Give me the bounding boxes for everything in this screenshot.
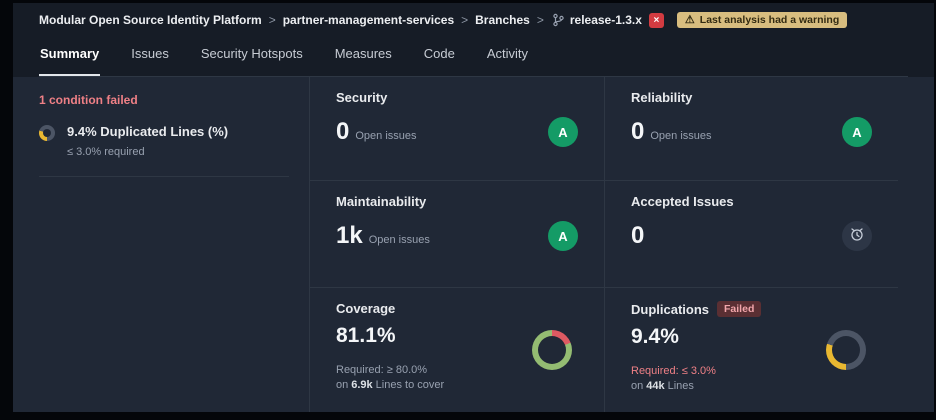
maintainability-open-issues-label: Open issues: [368, 234, 430, 246]
security-rating-badge: A: [548, 117, 578, 147]
failed-condition-item[interactable]: 9.4% Duplicated Lines (%) ≤ 3.0% require…: [39, 123, 289, 177]
duplication-ring-icon: [39, 125, 55, 141]
maintainability-open-issues-count[interactable]: 1k: [336, 222, 363, 249]
breadcrumb-separator: >: [268, 13, 276, 27]
coverage-lines: on 6.9k Lines to cover: [336, 379, 444, 391]
reliability-open-issues-label: Open issues: [650, 130, 712, 142]
measure-cards-grid: Security 0 Open issues A Reliability 0 O…: [309, 77, 898, 412]
reliability-rating-badge: A: [842, 117, 872, 147]
duplications-donut-chart: [826, 330, 866, 370]
accepted-issues-icon-circle: [842, 221, 872, 251]
condition-requirement: ≤ 3.0% required: [67, 146, 145, 158]
duplications-failed-badge: Failed: [717, 301, 762, 317]
quality-gate-failed-badge[interactable]: ×: [648, 12, 664, 28]
duplications-value[interactable]: 9.4%: [631, 325, 679, 348]
accepted-issues-card: Accepted Issues 0: [604, 180, 898, 287]
coverage-card: Coverage 81.1% Required: ≥ 80.0% on 6.9k…: [310, 287, 604, 412]
security-open-issues-label: Open issues: [355, 130, 417, 142]
coverage-requirement: Required: ≥ 80.0%: [336, 364, 428, 376]
security-title: Security: [336, 90, 388, 105]
tab-summary[interactable]: Summary: [39, 42, 101, 76]
warning-icon: ⚠: [684, 13, 695, 26]
maintainability-card: Maintainability 1k Open issues A: [310, 180, 604, 287]
security-open-issues-count[interactable]: 0: [336, 118, 350, 145]
condition-text: 9.4% Duplicated Lines (%) ≤ 3.0% require…: [67, 123, 228, 158]
coverage-donut-chart: [532, 330, 572, 370]
coverage-value[interactable]: 81.1%: [336, 324, 396, 347]
warning-text: Last analysis had a warning: [699, 14, 840, 26]
condition-title: 9.4% Duplicated Lines (%): [67, 124, 228, 139]
reliability-title: Reliability: [631, 90, 693, 105]
tab-security-hotspots[interactable]: Security Hotspots: [200, 46, 303, 61]
coverage-lines-count: 6.9k: [351, 379, 373, 391]
breadcrumb-branches[interactable]: Branches: [475, 13, 530, 27]
duplications-lines-prefix: on: [631, 380, 644, 392]
quality-gate-panel: 1 condition failed 9.4% Duplicated Lines…: [13, 77, 309, 412]
tab-measures[interactable]: Measures: [334, 46, 392, 61]
duplications-title: Duplications: [631, 301, 710, 317]
breadcrumb-separator: >: [536, 13, 544, 27]
breadcrumb-branch-name: release-1.3.x: [569, 13, 642, 27]
reliability-card: Reliability 0 Open issues A: [604, 77, 898, 180]
page-header: Modular Open Source Identity Platform > …: [13, 3, 934, 77]
duplications-requirement: Required: ≤ 3.0%: [631, 365, 716, 377]
reliability-open-issues-count[interactable]: 0: [631, 118, 645, 145]
duplications-lines: on 44k Lines: [631, 380, 761, 392]
security-card: Security 0 Open issues A: [310, 77, 604, 180]
breadcrumb: Modular Open Source Identity Platform > …: [39, 12, 908, 28]
breadcrumb-separator: >: [461, 13, 469, 27]
accepted-issues-count[interactable]: 0: [631, 222, 645, 249]
tab-code[interactable]: Code: [423, 46, 455, 61]
maintainability-rating-badge: A: [548, 221, 578, 251]
git-branch-icon: [552, 13, 564, 27]
tab-issues[interactable]: Issues: [131, 46, 169, 61]
tab-bar: Summary Issues Security Hotspots Measure…: [39, 42, 908, 77]
coverage-title: Coverage: [336, 301, 396, 316]
accepted-issues-title: Accepted Issues: [631, 194, 734, 209]
condition-label: Duplicated Lines (%): [100, 124, 229, 139]
app-window: Modular Open Source Identity Platform > …: [13, 3, 934, 412]
tab-activity[interactable]: Activity: [486, 46, 529, 61]
coverage-lines-suffix: Lines to cover: [375, 379, 445, 391]
summary-content: 1 condition failed 9.4% Duplicated Lines…: [13, 77, 934, 412]
duplications-lines-count: 44k: [646, 380, 665, 392]
breadcrumb-project[interactable]: Modular Open Source Identity Platform: [39, 13, 262, 27]
duplications-card: Duplications Failed 9.4% Required: ≤ 3.0…: [604, 287, 898, 412]
analysis-warning-pill[interactable]: ⚠ Last analysis had a warning: [676, 12, 848, 28]
conditions-failed-text: 1 condition failed: [39, 93, 138, 107]
condition-value: 9.4%: [67, 124, 97, 139]
snooze-clock-icon: [849, 226, 865, 247]
maintainability-title: Maintainability: [336, 194, 427, 209]
breadcrumb-service[interactable]: partner-management-services: [282, 13, 455, 27]
coverage-lines-prefix: on: [336, 379, 349, 391]
duplications-lines-suffix: Lines: [667, 380, 694, 392]
